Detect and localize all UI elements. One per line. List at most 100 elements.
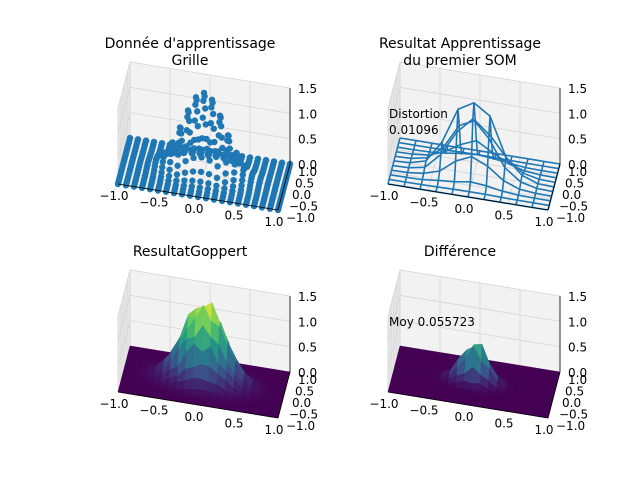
data-point (205, 180, 212, 187)
data-point (167, 158, 174, 166)
data-point (202, 105, 209, 112)
grid-line (387, 112, 561, 159)
subplot-3: −1.0 −0.5 0.0 0.5 1.0 −1.0−0.50.00.51.00.00.5… (99, 244, 318, 437)
data-point (216, 112, 224, 119)
data-point (223, 159, 230, 166)
data-point (202, 121, 209, 128)
z-tick-label: 1.0 (568, 315, 587, 329)
y-tick-label: 0.0 (562, 396, 581, 410)
data-point (184, 113, 191, 121)
data-point (192, 94, 200, 101)
annotation-text: 0.01096 (389, 123, 439, 137)
data-point (224, 137, 231, 144)
data-point (230, 176, 237, 184)
y-tick-label: −1.0 (286, 419, 315, 433)
grid-line (387, 320, 561, 367)
data-point (159, 158, 166, 166)
data-point (176, 124, 184, 131)
y-tick-label: 1.0 (298, 165, 317, 179)
data-point (214, 163, 221, 170)
data-point (183, 143, 190, 150)
x-tick-label: −0.5 (409, 404, 438, 418)
data-point (168, 143, 175, 151)
data-point (173, 171, 181, 178)
data-point (181, 177, 188, 184)
z-tick-label: 1.5 (568, 82, 587, 96)
data-point (232, 154, 239, 161)
data-point (208, 96, 216, 104)
data-point (213, 174, 221, 182)
data-point (239, 177, 246, 184)
grid-line (117, 112, 291, 159)
grid-line (117, 320, 291, 367)
z-tick-label: 0.5 (298, 133, 317, 147)
data-point (227, 151, 234, 159)
data-point (174, 162, 181, 169)
data-point (195, 145, 203, 152)
y-tick-label: −1.0 (556, 419, 585, 433)
surface-patch (175, 388, 185, 394)
data-point (190, 154, 197, 162)
x-tick-label: −0.5 (409, 196, 438, 210)
y-tick-label: 1.0 (568, 373, 587, 387)
x-tick-label: 0.5 (224, 209, 243, 223)
data-point (210, 110, 217, 118)
x-tick-label: −1.0 (99, 397, 128, 411)
y-tick-label: 0.0 (292, 188, 311, 202)
data-point (200, 89, 208, 97)
z-tick-label: 1.5 (298, 290, 317, 304)
x-tick-label: 0.0 (454, 202, 473, 216)
x-tick-label: 0.0 (184, 202, 203, 216)
data-point (197, 168, 205, 176)
data-point (219, 151, 227, 159)
x-tick-label: 0.0 (454, 410, 473, 424)
z-tick-label: 0.0 (568, 366, 587, 380)
data-point (194, 108, 201, 115)
surface-patch (176, 380, 186, 390)
y-tick-label: −0.5 (559, 200, 588, 214)
data-point (204, 150, 211, 158)
annotation-text: Moy 0.055723 (389, 315, 475, 329)
data-point (229, 183, 237, 190)
data-point (182, 157, 189, 165)
surface (117, 302, 291, 419)
data-point (175, 151, 182, 158)
data-point (199, 135, 206, 142)
grid-line (117, 294, 291, 342)
data-point (167, 150, 174, 158)
surface-patch (192, 377, 202, 390)
x-tick-label: 1.0 (264, 215, 283, 229)
wire-line (531, 161, 545, 208)
wire-line (399, 137, 561, 165)
grid-line (117, 86, 291, 134)
x-tick-label: 1.0 (264, 423, 283, 437)
subplot-title: Différence (424, 244, 496, 260)
x-tick-label: 0.5 (494, 209, 513, 223)
y-tick-label: 0.5 (565, 177, 584, 191)
data-point (189, 177, 196, 184)
x-tick-label: 0.5 (224, 417, 243, 431)
y-tick-label: 1.0 (298, 373, 317, 387)
z-tick-label: 1.5 (568, 290, 587, 304)
wire-line (499, 154, 513, 203)
z-tick-label: 0.0 (298, 366, 317, 380)
data-point (224, 132, 232, 139)
data-point (198, 154, 205, 161)
surface-patch (139, 370, 149, 374)
data-point (223, 147, 230, 154)
data-point (159, 164, 166, 171)
data-point (221, 179, 229, 186)
subplot-1: −1.0 −0.5 0.0 0.5 1.0 −1.0−0.50.00.51.00.00.5… (99, 36, 318, 229)
data-point (213, 182, 220, 189)
wire-line (395, 119, 556, 184)
data-point (207, 139, 214, 146)
data-point (194, 122, 201, 130)
y-tick-label: −0.5 (289, 408, 318, 422)
annotation-text: Distortion (389, 107, 448, 121)
data-point (203, 145, 211, 153)
y-tick-label: −0.5 (559, 408, 588, 422)
z-tick-label: 1.0 (298, 107, 317, 121)
data-point (215, 148, 222, 155)
data-point (205, 170, 213, 178)
